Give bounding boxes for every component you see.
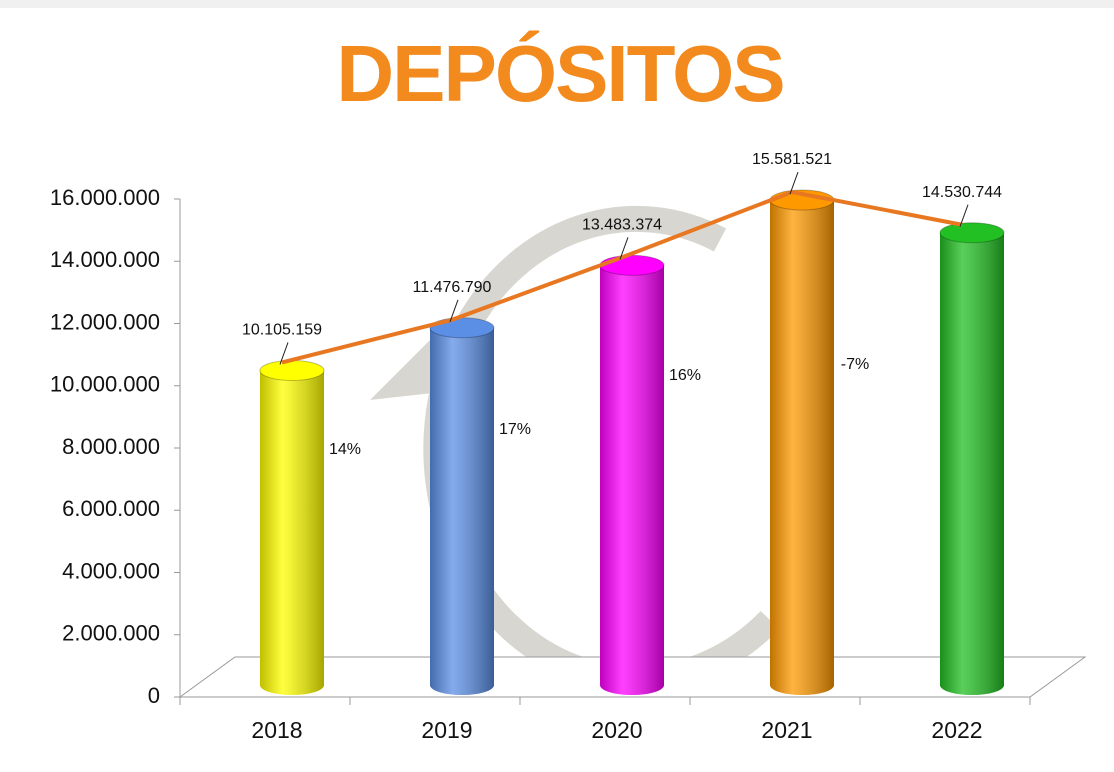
bar-top bbox=[599, 254, 665, 276]
leader-line bbox=[959, 204, 969, 227]
y-tick-label: 16.000.000 bbox=[50, 185, 160, 210]
value-label: 11.476.790 bbox=[413, 279, 492, 296]
value-label: 14.530.744 bbox=[922, 184, 1002, 201]
value-label: 15.581.521 bbox=[752, 151, 832, 168]
y-tick-label: 8.000.000 bbox=[62, 434, 160, 459]
y-tick-label: 4.000.000 bbox=[62, 558, 160, 583]
y-tick-label: 0 bbox=[148, 683, 160, 708]
bar-shade bbox=[770, 200, 834, 696]
bar-shade bbox=[430, 327, 494, 695]
y-tick-label: 12.000.000 bbox=[50, 309, 160, 334]
x-tick-label: 2022 bbox=[931, 717, 982, 743]
y-tick-label: 6.000.000 bbox=[62, 496, 160, 521]
growth-label: 16% bbox=[669, 367, 701, 384]
chart-title: DEPÓSITOS bbox=[336, 29, 783, 118]
x-tick-label: 2019 bbox=[421, 717, 472, 743]
y-tick-label: 2.000.000 bbox=[62, 621, 160, 646]
leader-line bbox=[789, 171, 799, 195]
bar-shade bbox=[600, 265, 664, 695]
bar-top bbox=[939, 222, 1005, 244]
leader-line bbox=[619, 237, 629, 260]
leader-line bbox=[449, 299, 459, 322]
growth-label: -7% bbox=[841, 356, 869, 373]
growth-label: 17% bbox=[499, 421, 531, 438]
bar-top bbox=[429, 317, 495, 339]
x-tick-label: 2020 bbox=[591, 717, 642, 743]
x-tick-label: 2021 bbox=[761, 717, 812, 743]
bar-top bbox=[259, 359, 325, 381]
trend-line bbox=[281, 189, 963, 365]
bar-shade bbox=[260, 370, 324, 695]
top-strip bbox=[0, 0, 1114, 8]
leader-line bbox=[279, 342, 289, 365]
growth-label: 14% bbox=[329, 441, 361, 458]
y-tick-label: 10.000.000 bbox=[50, 372, 160, 397]
y-tick-label: 14.000.000 bbox=[50, 247, 160, 272]
bar-shade bbox=[940, 232, 1004, 695]
value-label: 13.483.374 bbox=[582, 217, 662, 234]
value-label: 10.105.159 bbox=[242, 322, 322, 339]
x-tick-label: 2018 bbox=[251, 717, 302, 743]
